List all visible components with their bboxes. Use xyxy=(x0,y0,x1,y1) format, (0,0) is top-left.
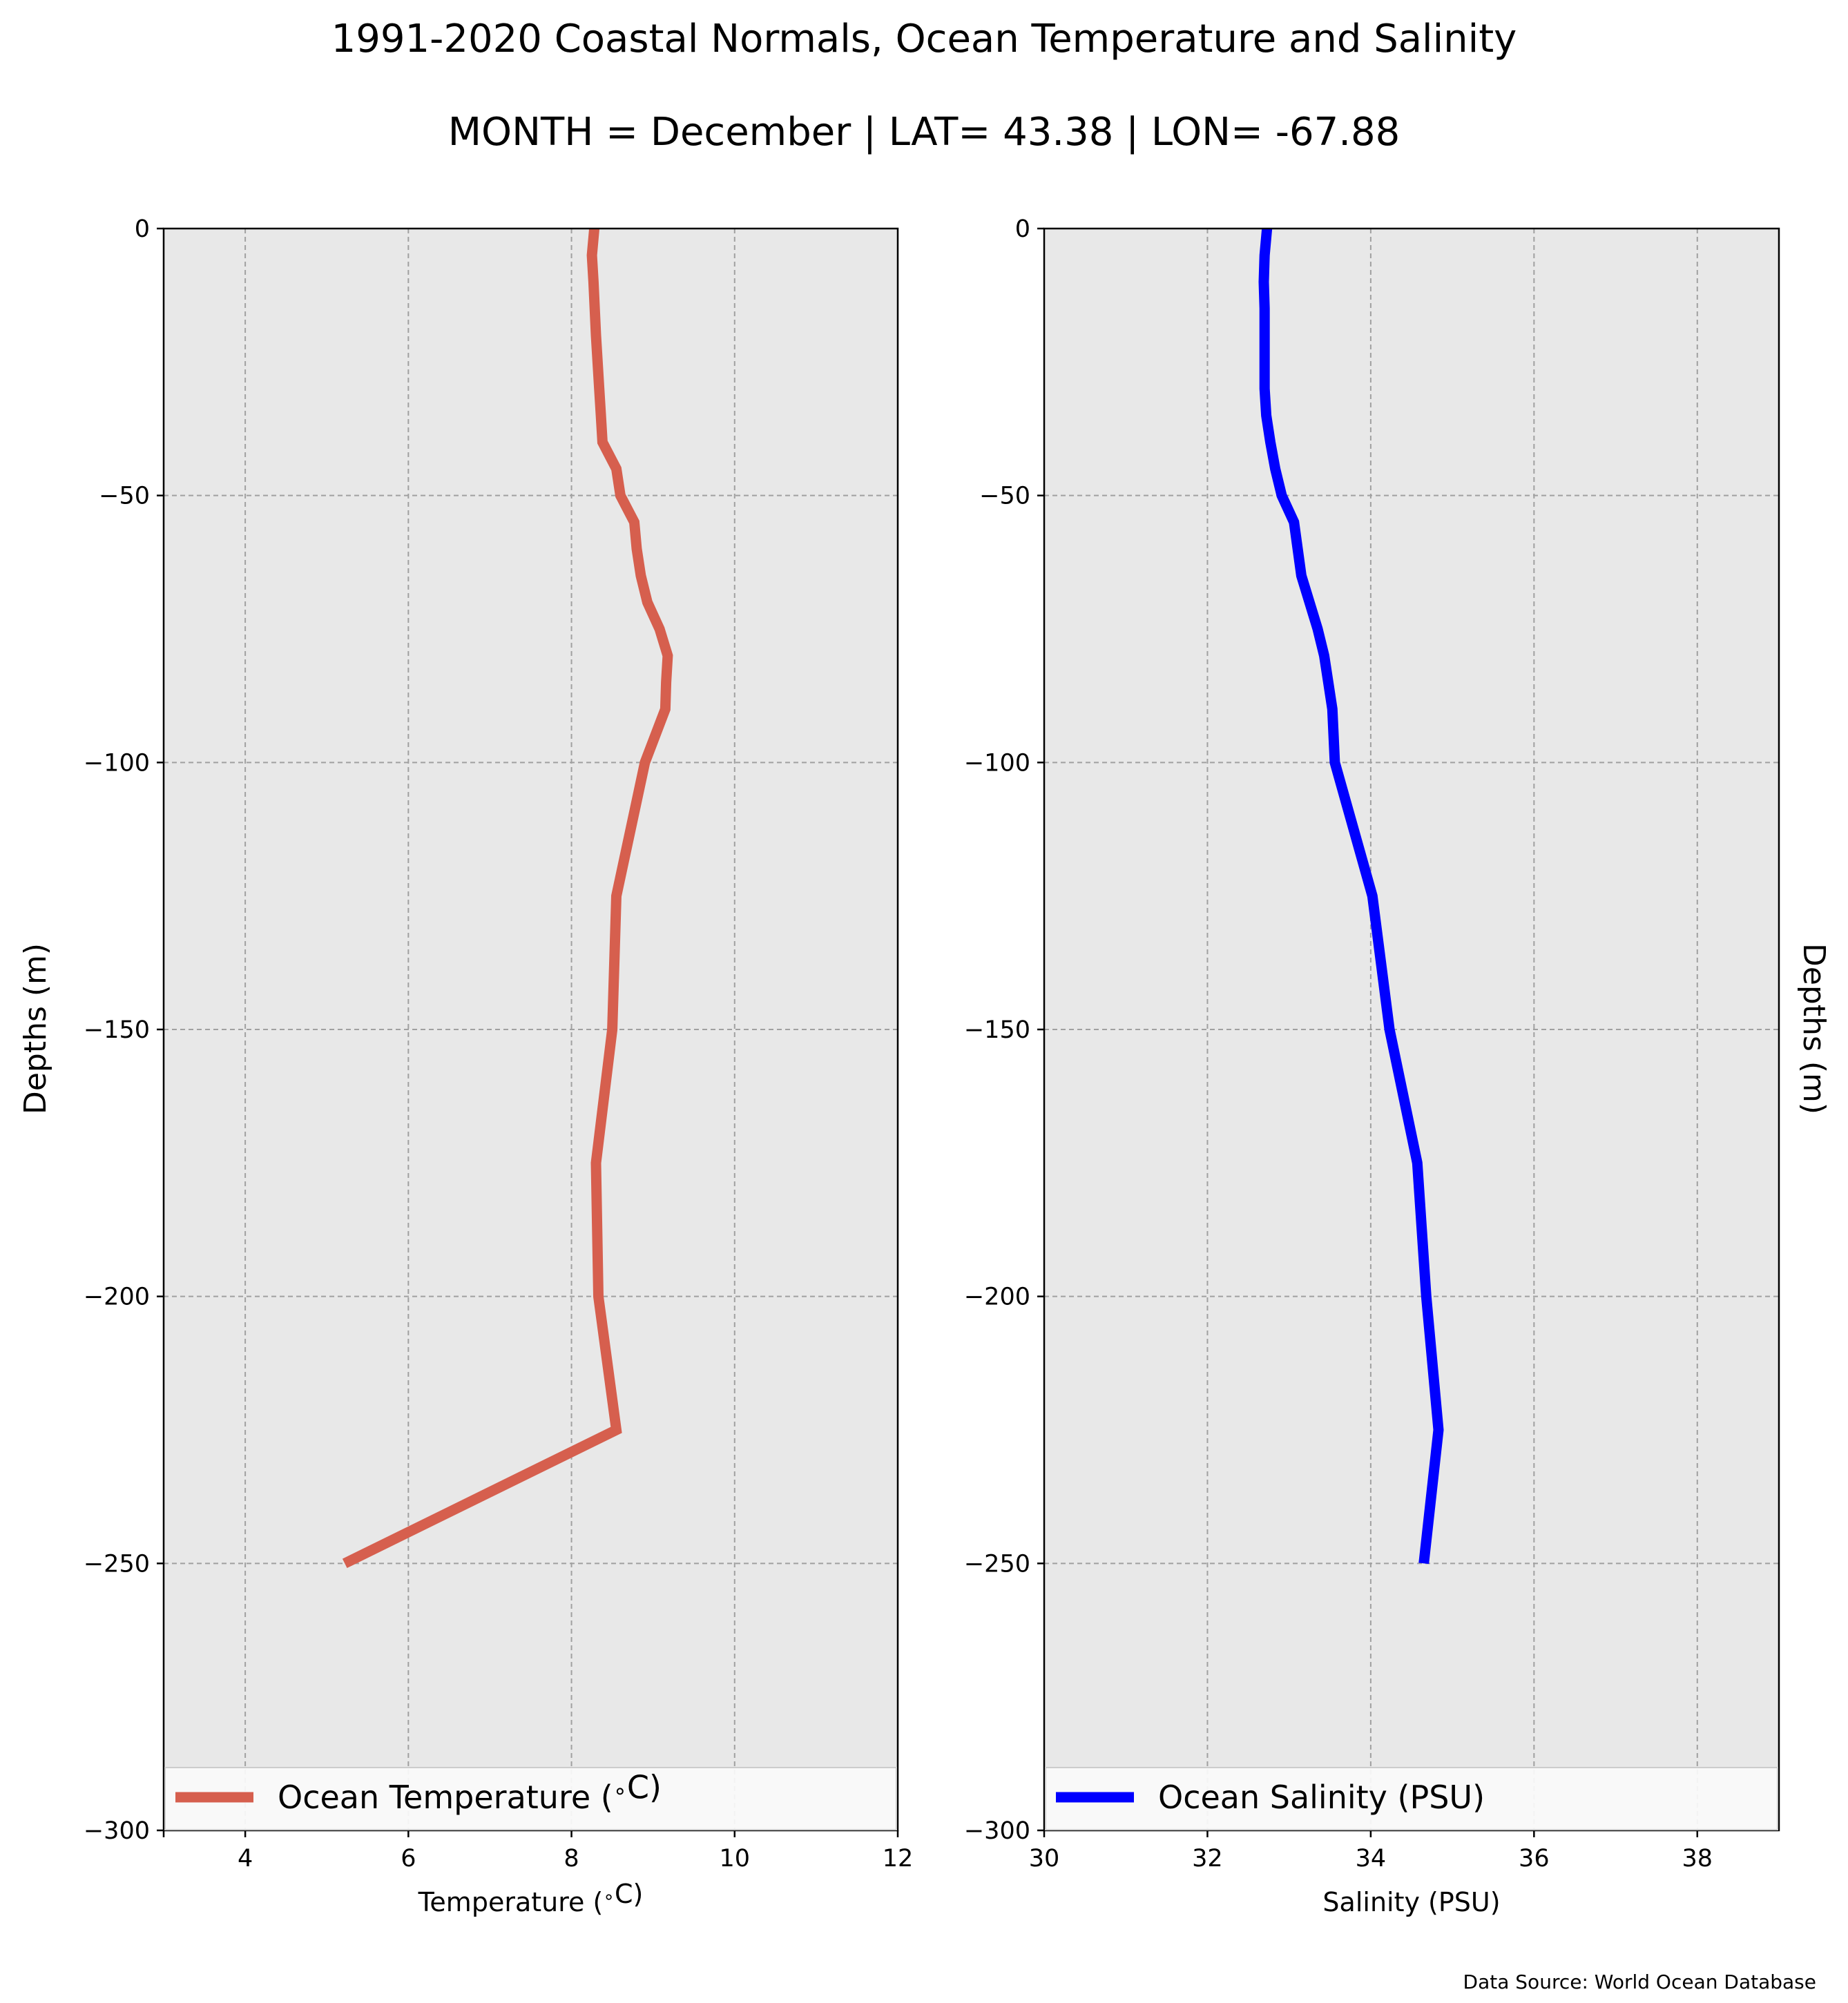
chart-subtitle: MONTH = December | LAT= 43.38 | LON= -67… xyxy=(448,110,1401,155)
temp-x-tick-label: 10 xyxy=(720,1845,751,1873)
data-source-note: Data Source: World Ocean Database xyxy=(1463,1971,1816,1993)
temperature-panel: 4 6 8 10 12 0 −50 −100 −150 −200 −250 −300 Temperatu… xyxy=(84,215,913,1917)
temp-y-tick-label: −300 xyxy=(84,1817,150,1845)
sal-x-tick-label: 38 xyxy=(1682,1845,1713,1873)
sal-x-tick-label: 32 xyxy=(1192,1845,1223,1873)
temp-x-tick-label: 6 xyxy=(401,1845,416,1873)
temp-y-tick-label: 0 xyxy=(135,215,150,243)
sal-y-tick-label: −50 xyxy=(979,483,1030,510)
temp-y-tick-label: −100 xyxy=(84,749,150,777)
sal-series-line xyxy=(1258,228,1444,1565)
sal-legend-label: Ocean Salinity (PSU) xyxy=(1158,1779,1485,1816)
chart-title: 1991-2020 Coastal Normals, Ocean Tempera… xyxy=(331,17,1517,61)
temp-x-tick-label: 8 xyxy=(564,1845,579,1873)
temp-y-tick-label: −50 xyxy=(99,483,150,510)
temp-x-tick-label: 4 xyxy=(238,1845,253,1873)
sal-y-tick-label: 0 xyxy=(1015,215,1030,243)
temp-x-axis-label: Temperature (∘C) xyxy=(418,1879,644,1917)
sal-y-tick-label: −100 xyxy=(964,749,1030,777)
sal-x-axis-label: Salinity (PSU) xyxy=(1322,1887,1500,1917)
sal-x-tick-label: 34 xyxy=(1356,1845,1387,1873)
sal-y-tick-label: −250 xyxy=(964,1550,1030,1578)
salinity-panel: 30 32 34 36 38 0 −50 −100 −150 −200 −250 −300 Salini… xyxy=(964,215,1780,1917)
left-y-axis-label: Depths (m) xyxy=(18,943,53,1114)
temp-series-line xyxy=(342,228,673,1569)
temp-legend: Ocean Temperature (∘C) xyxy=(164,1767,897,1830)
sal-x-tick-label: 36 xyxy=(1519,1845,1550,1873)
temp-y-tick-label: −150 xyxy=(84,1016,150,1044)
sal-y-tick-label: −300 xyxy=(964,1817,1030,1845)
temp-x-tick-label: 12 xyxy=(883,1845,914,1873)
sal-legend: Ocean Salinity (PSU) xyxy=(1045,1767,1778,1830)
sal-y-tick-label: −150 xyxy=(964,1016,1030,1044)
sal-legend-box xyxy=(1045,1767,1778,1830)
temp-y-tick-label: −200 xyxy=(84,1284,150,1311)
right-y-axis-label: Depths (m) xyxy=(1796,943,1831,1114)
temp-legend-box xyxy=(164,1767,897,1830)
sal-x-tick-label: 30 xyxy=(1029,1845,1060,1873)
temp-y-tick-label: −250 xyxy=(84,1550,150,1578)
sal-y-tick-label: −200 xyxy=(964,1284,1030,1311)
